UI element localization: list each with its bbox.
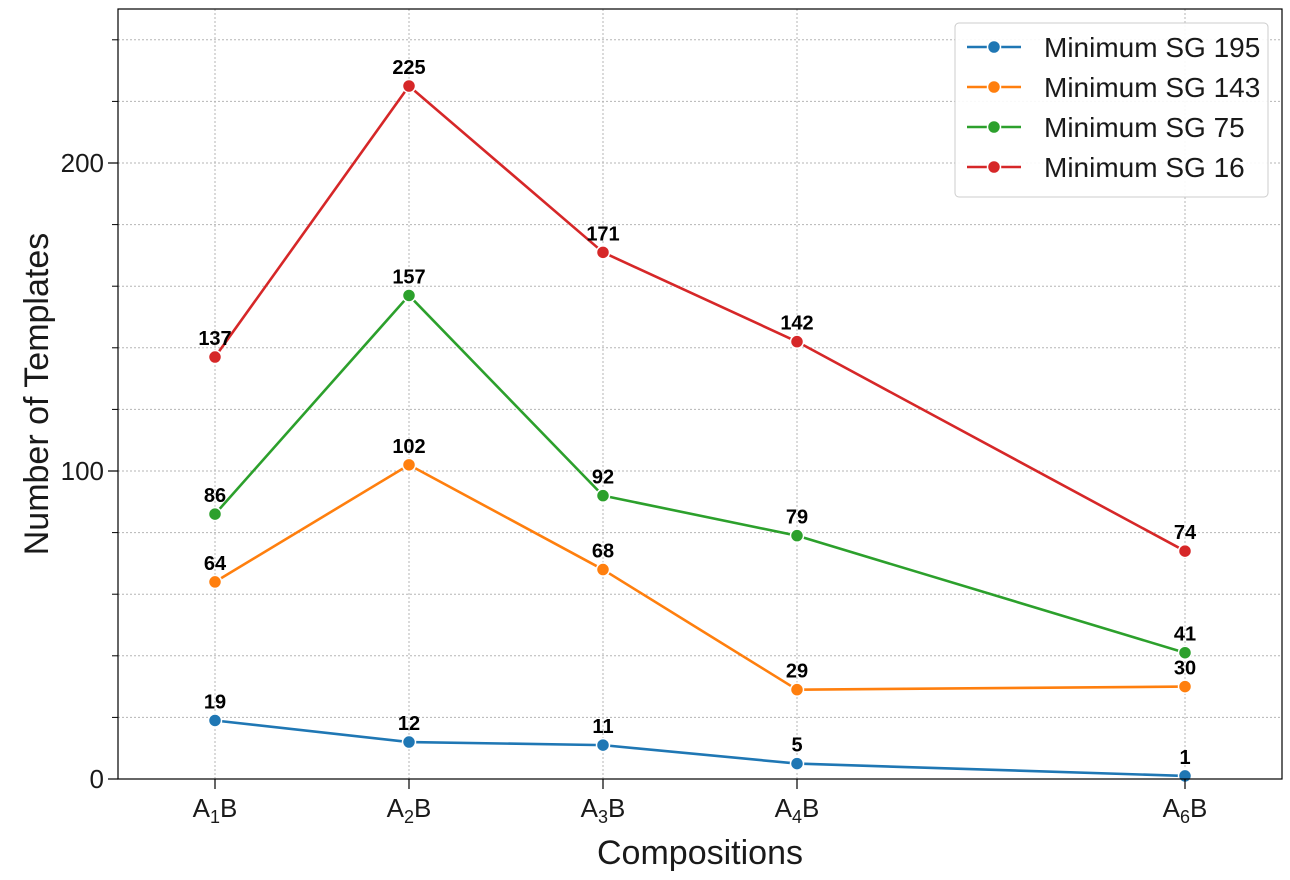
x-tick-label: A3B [581,793,626,827]
series-lines [207,78,1193,784]
legend-marker [986,39,1002,55]
data-label: 157 [392,266,425,288]
data-label: 225 [392,57,425,79]
y-tick-label: 0 [90,764,104,794]
legend-marker [986,159,1002,175]
y-tick-label: 100 [61,456,104,486]
axis-ticks: 0 100 200 A1B A2B A3B A4B A6B [61,39,1208,827]
data-label: 86 [204,485,226,507]
x-tick-label: A1B [193,793,238,827]
x-tick-label: A6B [1163,793,1208,827]
data-label: 5 [791,735,802,757]
plot-frame [117,8,1283,780]
data-label: 171 [586,223,619,245]
data-point [1177,679,1193,694]
legend-marker [986,119,1002,135]
data-label: 74 [1174,522,1197,544]
data-label: 11 [592,716,613,738]
legend-label: Minimum SG 143 [1044,72,1260,103]
data-point [1177,543,1193,559]
data-label: 79 [786,507,808,529]
x-tick-label: A2B [387,793,432,827]
series-line [214,719,1186,778]
data-point [401,78,417,94]
data-label: 102 [392,436,425,458]
y-axis-label: Number of Templates [18,233,56,556]
data-point [595,245,611,260]
data-label: 19 [204,691,226,713]
legend-label: Minimum SG 16 [1044,152,1245,183]
data-point [207,506,223,522]
data-point [401,288,417,303]
data-point [595,562,611,577]
legend-label: Minimum SG 195 [1044,32,1260,63]
data-point [789,528,805,543]
data-label: 30 [1174,658,1196,680]
x-tick-label: A4B [775,793,820,827]
data-label: 64 [204,553,227,575]
data-point [595,488,611,503]
data-label: 29 [786,661,808,683]
data-point [789,334,805,349]
data-label: 1 [1179,747,1190,769]
data-point [789,682,805,697]
series-line [214,294,1186,654]
x-axis-label: Compositions [597,834,803,872]
data-label: 12 [398,713,420,735]
data-point [207,574,223,590]
legend: Minimum SG 195 Minimum SG 143 Minimum SG 7… [954,22,1269,198]
data-point [401,457,417,473]
legend-label: Minimum SG 75 [1044,112,1245,143]
data-label: 92 [592,467,614,489]
data-point [207,713,223,728]
data-point [207,349,223,365]
y-tick-label: 200 [61,148,104,178]
data-label: 41 [1174,624,1196,646]
data-point [789,756,805,771]
data-point [1177,645,1193,660]
data-point [595,737,611,753]
data-point [401,734,417,750]
data-label: 137 [198,328,231,350]
legend-box [954,22,1269,198]
legend-marker [986,79,1002,95]
data-labels: 19 12 11 5 1 64 102 68 29 30 86 157 92 79 41 137 225 171 1… [198,57,1197,769]
data-label: 68 [592,541,614,563]
data-label: 142 [780,313,813,335]
grid [118,9,1282,779]
